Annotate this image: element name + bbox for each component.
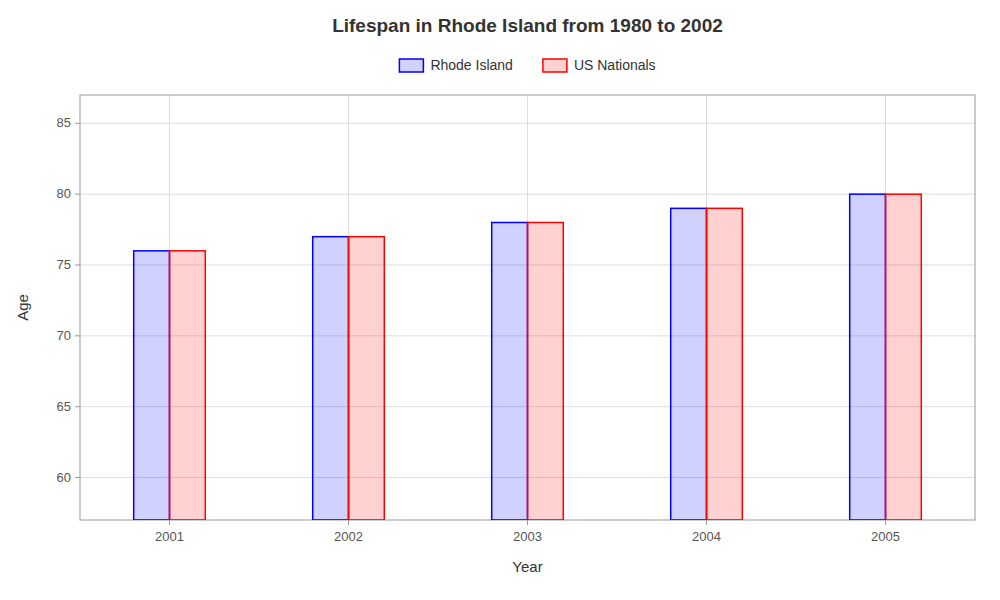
y-tick [75, 477, 80, 478]
y-tick-label: 85 [57, 115, 71, 130]
bar [134, 251, 170, 520]
x-tick [527, 520, 528, 525]
bar [528, 223, 564, 521]
x-tick-label: 2002 [334, 529, 363, 544]
legend-swatch [543, 59, 567, 72]
x-tick [169, 520, 170, 525]
chart-svg: Lifespan in Rhode Island from 1980 to 20… [0, 0, 1000, 600]
y-axis-label: Age [14, 294, 31, 321]
x-tick-label: 2003 [513, 529, 542, 544]
x-tick [885, 520, 886, 525]
y-tick [75, 123, 80, 124]
legend-swatch [399, 59, 423, 72]
bar [349, 237, 385, 520]
y-tick-label: 60 [57, 470, 71, 485]
legend-label: US Nationals [574, 57, 656, 73]
bar [313, 237, 349, 520]
legend-label: Rhode Island [430, 57, 513, 73]
grid [80, 95, 975, 520]
y-tick [75, 406, 80, 407]
legend-item: US Nationals [543, 57, 656, 73]
x-tick-label: 2001 [155, 529, 184, 544]
y-tick [75, 194, 80, 195]
y-tick-label: 75 [57, 257, 71, 272]
bar [492, 223, 528, 521]
x-axis-label: Year [512, 558, 542, 575]
bar [170, 251, 206, 520]
y-tick-label: 65 [57, 399, 71, 414]
bars [134, 194, 922, 520]
legend-item: Rhode Island [399, 57, 513, 73]
bar [707, 208, 743, 520]
y-tick-label: 80 [57, 186, 71, 201]
chart-container: Lifespan in Rhode Island from 1980 to 20… [0, 0, 1000, 600]
y-tick [75, 335, 80, 336]
bar [671, 208, 707, 520]
bar [850, 194, 886, 520]
x-tick-label: 2004 [692, 529, 721, 544]
y-tick [75, 265, 80, 266]
x-tick-label: 2005 [871, 529, 900, 544]
y-tick-label: 70 [57, 328, 71, 343]
x-tick [348, 520, 349, 525]
x-tick [706, 520, 707, 525]
bar [886, 194, 922, 520]
title: Lifespan in Rhode Island from 1980 to 20… [332, 15, 723, 36]
legend: Rhode Island US Nationals [399, 57, 655, 73]
plot-frame [80, 95, 975, 520]
